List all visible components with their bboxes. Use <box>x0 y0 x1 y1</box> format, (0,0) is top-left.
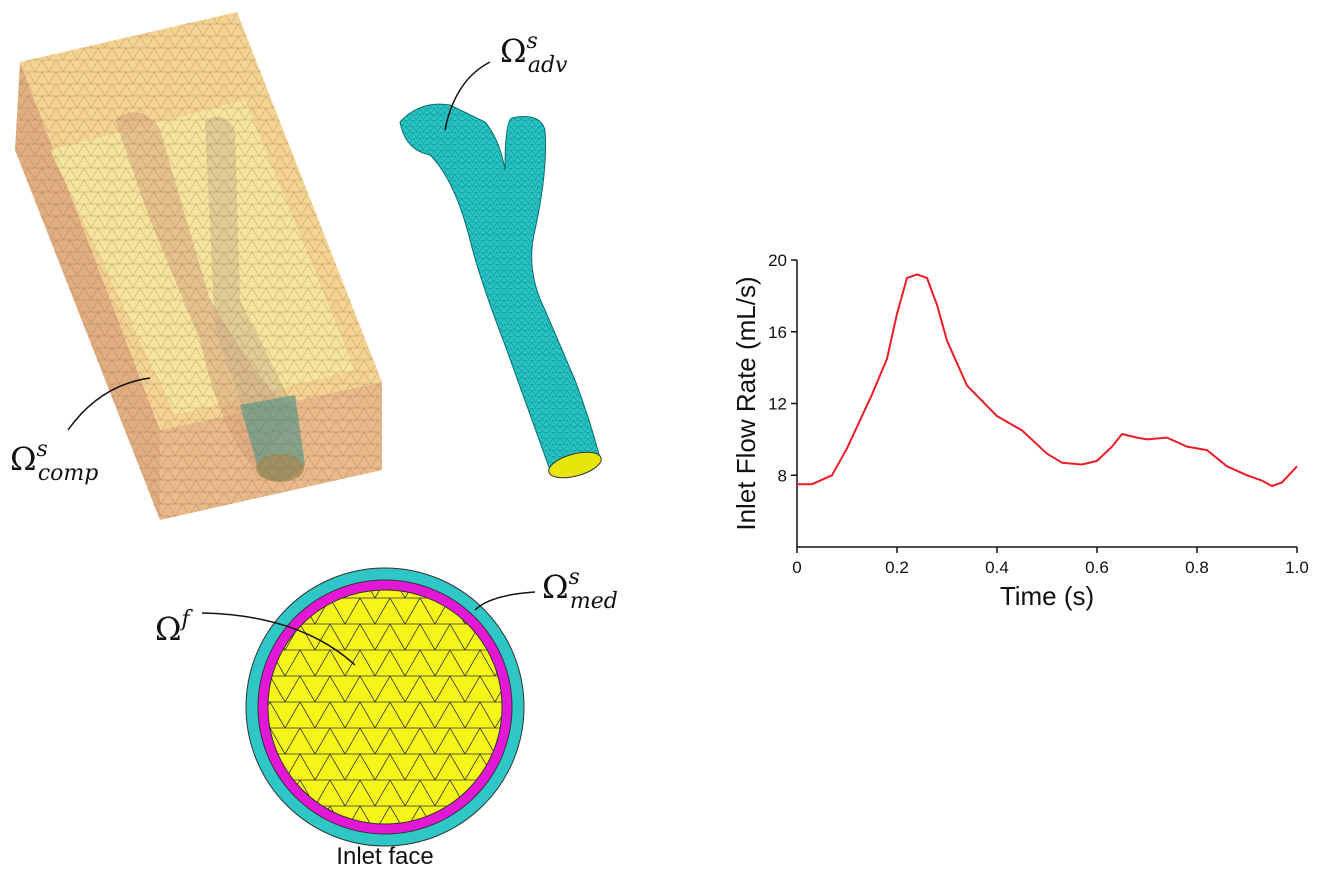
x-tick-label: 0.4 <box>985 558 1009 577</box>
x-tick-label: 0 <box>792 558 801 577</box>
x-tick-label: 0.2 <box>885 558 909 577</box>
inlet-caption: Inlet face <box>336 843 433 870</box>
x-axis-label: Time (s) <box>1000 581 1094 611</box>
figure: Ωsadv Ωscomp Ωf Ωsmed Inlet face 8 12 16 20… <box>0 0 1331 871</box>
y-tick-label: 20 <box>768 251 787 270</box>
chart: 8 12 16 20 0 0.2 0.4 0.6 0.8 1.0 Time (s) Inlet Flo… <box>731 251 1309 611</box>
y-tick-label: 8 <box>778 466 787 485</box>
compliance-box <box>15 12 382 520</box>
x-tick-label: 0.8 <box>1185 558 1209 577</box>
label-fluid: Ωf <box>155 607 194 648</box>
flow-line <box>797 274 1297 486</box>
inlet-face <box>246 568 524 846</box>
x-tick-label: 0.6 <box>1085 558 1109 577</box>
vessel <box>400 104 604 483</box>
y-axis-label: Inlet Flow Rate (mL/s) <box>731 276 761 530</box>
x-tick-label: 1.0 <box>1285 558 1309 577</box>
y-tick-label: 16 <box>768 323 787 342</box>
y-tick-label: 12 <box>768 395 787 414</box>
